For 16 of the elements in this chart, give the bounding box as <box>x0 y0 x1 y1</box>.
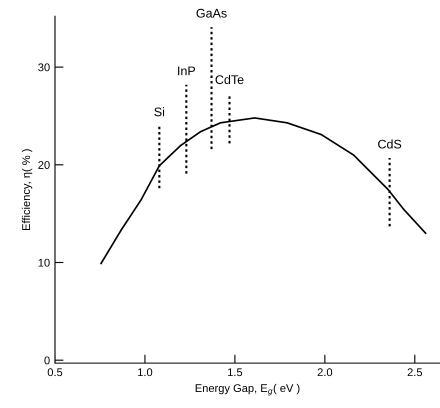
x-tick-label: 1.5 <box>228 368 242 376</box>
series-label: Si <box>154 107 164 116</box>
x-tick-label: 0.5 <box>48 368 62 376</box>
series-label: GaAs <box>196 8 227 18</box>
y-tick-label: 0 <box>44 356 50 364</box>
y-tick-label: 20 <box>38 161 50 169</box>
x-tick-label: 1.0 <box>138 368 152 376</box>
x-tick-label: 2.0 <box>318 368 332 376</box>
series-label: CdS <box>378 139 402 149</box>
y-tick-label: 10 <box>38 258 50 267</box>
x-tick-label: 2.5 <box>408 368 422 376</box>
y-tick-label: 30 <box>38 63 50 72</box>
series-label: InP <box>178 66 196 76</box>
series-label: CdTe <box>216 74 244 84</box>
y-axis-title: Efficiency, η( % ) <box>22 149 32 230</box>
x-axis-title: Energy Gap, E$_{g}$( eV ) <box>196 384 300 396</box>
